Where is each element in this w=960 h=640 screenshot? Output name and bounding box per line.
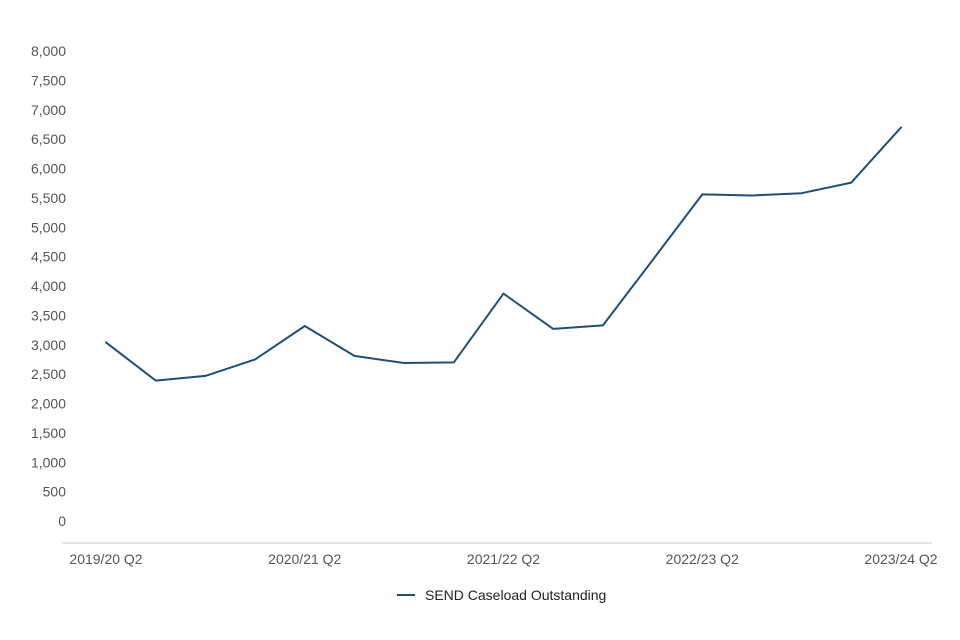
y-tick-label: 1,500 [31,425,66,441]
x-tick-label: 2023/24 Q2 [864,551,937,567]
y-axis-tick-labels: 0 500 1,000 1,500 2,000 2,500 3,000 3,500 4,000 4… [31,43,66,529]
x-tick-label: 2022/23 Q2 [666,551,739,567]
y-tick-label: 2,500 [31,366,66,382]
series-line [105,126,902,382]
y-tick-label: 7,500 [31,72,66,88]
legend: SEND Caseload Outstanding [397,587,606,603]
y-tick-label: 3,500 [31,307,66,323]
y-tick-label: 5,000 [31,219,66,235]
x-axis-tick-labels: 2019/20 Q2 2020/21 Q2 2021/22 Q2 2022/23 Q2… [69,551,937,567]
y-tick-label: 2,000 [31,396,66,412]
y-tick-label: 500 [43,484,67,500]
x-tick-label: 2019/20 Q2 [69,551,142,567]
y-tick-label: 6,500 [31,131,66,147]
y-tick-label: 1,000 [31,454,66,470]
y-tick-label: 6,000 [31,161,66,177]
y-tick-label: 0 [58,513,66,529]
series-layer [105,126,902,382]
y-tick-label: 4,000 [31,278,66,294]
x-tick-label: 2021/22 Q2 [467,551,540,567]
y-tick-label: 8,000 [31,43,66,59]
legend-label: SEND Caseload Outstanding [425,587,606,603]
y-tick-label: 5,500 [31,190,66,206]
y-tick-label: 4,500 [31,249,66,265]
y-tick-label: 3,000 [31,337,66,353]
x-tick-label: 2020/21 Q2 [268,551,341,567]
y-tick-label: 7,000 [31,102,66,118]
